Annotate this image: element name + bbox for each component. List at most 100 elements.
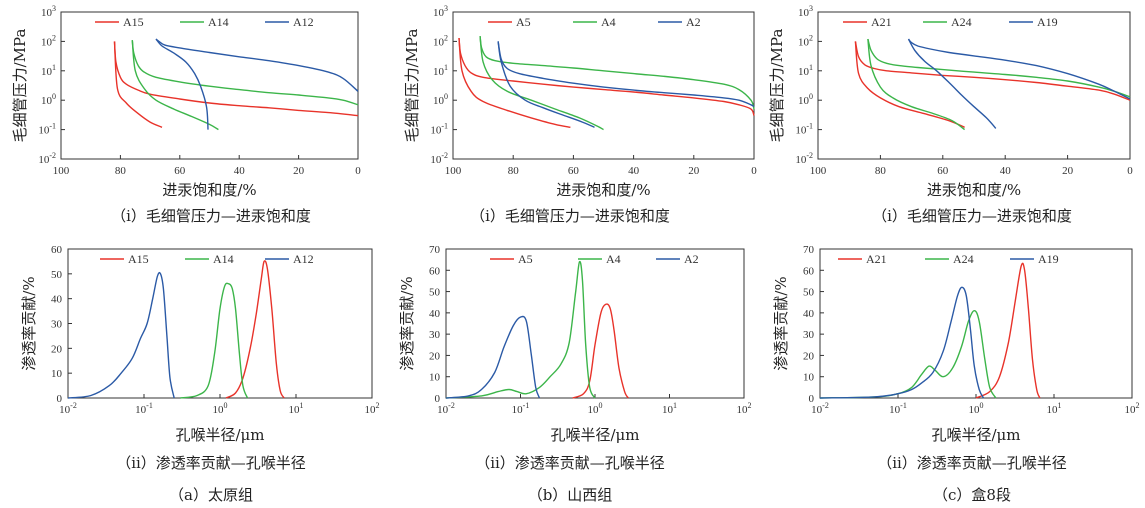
x-tick-label: 100 [969, 401, 984, 416]
section-caption-c: （c）盒8段 [933, 486, 1011, 504]
y-tick-label: 102 [41, 33, 56, 48]
legend-label-A24: A24 [951, 15, 972, 29]
panel-caption: （i）毛细管压力—进汞饱和度 [872, 207, 1072, 225]
x-tick-label: 20 [688, 165, 700, 177]
x-tick-label: 20 [1062, 165, 1074, 177]
chart-pk-b: 10-2 10-1 100 101 102010203040506070孔喉半径/μm渗… [398, 244, 752, 472]
series-A4: A4 [479, 15, 755, 131]
x-tick-label: 100 [588, 401, 603, 416]
y-tick-label: 20 [429, 350, 441, 362]
legend-label-A15: A15 [128, 252, 149, 266]
legend-label-A2: A2 [684, 252, 699, 266]
section-captions: （a）太原组 （b）山西组 （c）盒8段 [169, 486, 1011, 504]
series-branch-A19 [907, 38, 997, 129]
y-tick-label: 20 [803, 350, 815, 362]
x-tick-label: 10-1 [889, 401, 907, 416]
series-line-A14 [180, 282, 249, 399]
series-A21: A21 [843, 15, 1131, 128]
series-line-A19 [907, 38, 1131, 100]
section-caption-a: （a）太原组 [169, 486, 253, 504]
x-tick-label: 40 [234, 165, 246, 177]
y-tick-label: 103 [798, 4, 813, 19]
series-branch-A15 [113, 41, 163, 128]
y-tick-label: 10-1 [795, 122, 813, 137]
series-line-A12 [155, 38, 359, 92]
series-line-A4 [445, 260, 596, 399]
y-tick-label: 10-2 [38, 151, 56, 166]
x-tick-label: 10-2 [811, 401, 829, 416]
x-tick-label: 80 [875, 165, 887, 177]
legend-label-A21: A21 [871, 15, 892, 29]
chart-pk-c: 10-2 10-1 100 101 102010203040506070孔喉半径/μm渗… [772, 244, 1140, 472]
y-tick-label: 100 [798, 92, 813, 107]
y-tick-label: 101 [798, 63, 813, 78]
axis-ticks: 100 80 60 40 20 0 103 102 101 100 10-1 10-2 [38, 4, 361, 177]
series-line-A15 [113, 41, 359, 117]
y-tick-label: 101 [433, 63, 448, 78]
x-tick-label: 100 [213, 401, 228, 416]
y-tick-label: 10 [803, 372, 815, 384]
x-tick-label: 40 [1000, 165, 1012, 177]
series-branch-A4 [479, 36, 604, 131]
chart-cp-c: 100 80 60 40 20 0 103 102 101 100 10-1 10-2 进汞饱和度/% 毛… [768, 4, 1133, 225]
section-caption-b: （b）山西组 [528, 486, 613, 504]
x-tick-label: 102 [365, 401, 380, 416]
x-tick-label: 60 [937, 165, 949, 177]
series-line-A2 [497, 41, 755, 108]
y-tick-label: 20 [51, 343, 63, 355]
series-branch-A12 [155, 38, 209, 130]
plot-frame [67, 248, 373, 399]
y-tick-label: 10 [429, 372, 441, 384]
plot-frame [817, 11, 1131, 160]
y-tick-label: 100 [433, 92, 448, 107]
panel-caption: （i）毛细管压力—进汞饱和度 [111, 207, 311, 225]
plot-frame [445, 248, 745, 399]
x-tick-label: 100 [445, 165, 462, 177]
y-tick-label: 60 [803, 265, 815, 277]
x-tick-label: 101 [662, 401, 677, 416]
y-axis-label: 毛细管压力/MPa [403, 29, 421, 143]
legend-label-A21: A21 [866, 252, 887, 266]
x-tick-label: 0 [751, 165, 757, 177]
axis-ticks: 100 80 60 40 20 0 103 102 101 100 10-1 10-2 [795, 4, 1133, 177]
legend-label-A14: A14 [208, 15, 229, 29]
y-tick-label: 102 [798, 33, 813, 48]
y-tick-label: 60 [51, 244, 63, 256]
y-tick-label: 100 [41, 92, 56, 107]
y-tick-label: 102 [433, 33, 448, 48]
x-axis-label: 孔喉半径/μm [931, 426, 1020, 444]
y-tick-label: 50 [803, 287, 815, 299]
series-branch-A2 [497, 41, 595, 128]
chart-panels: 100 80 60 40 20 010310210110010-110-2进汞饱和度/%毛… [11, 4, 1140, 472]
y-tick-label: 30 [51, 319, 63, 331]
x-axis-label: 孔喉半径/μm [550, 426, 639, 444]
legend-label-A19: A19 [1037, 15, 1058, 29]
x-tick-label: 102 [1125, 401, 1140, 416]
x-tick-label: 0 [1127, 165, 1133, 177]
legend-label-A2: A2 [686, 15, 701, 29]
x-tick-label: 60 [174, 165, 186, 177]
series-line-A19 [819, 286, 985, 399]
axis-ticks: 100 80 60 40 20 0 103 102 101 100 10-1 10-2 [430, 4, 757, 177]
x-tick-label: 101 [289, 401, 304, 416]
series-line-A24 [867, 38, 1131, 98]
series-A2: A2 [445, 252, 699, 399]
y-tick-label: 0 [435, 393, 441, 405]
x-tick-label: 80 [115, 165, 127, 177]
x-tick-label: 40 [628, 165, 640, 177]
x-tick-label: 10-2 [437, 401, 455, 416]
series-branch-A5 [458, 38, 571, 128]
x-tick-label: 60 [568, 165, 580, 177]
chart-cp-a: 100 80 60 40 20 0 103 102 101 100 10-1 10-2 进汞饱和度/% 毛… [11, 4, 361, 225]
y-tick-label: 40 [803, 308, 815, 320]
y-tick-label: 103 [41, 4, 56, 19]
y-tick-label: 70 [429, 244, 441, 256]
series-A12: A12 [155, 15, 359, 130]
y-tick-label: 103 [433, 4, 448, 19]
series-line-A15 [225, 260, 285, 399]
x-axis-label: 孔喉半径/μm [175, 426, 264, 444]
y-tick-label: 10-1 [430, 122, 448, 137]
y-tick-label: 10-2 [795, 151, 813, 166]
